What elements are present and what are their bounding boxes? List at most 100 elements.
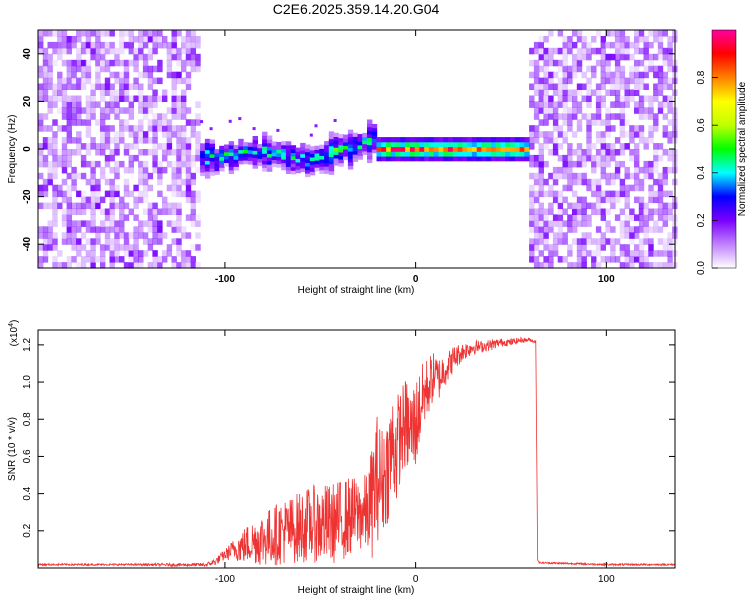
spectrogram-cell	[333, 140, 339, 145]
spectrogram-cell	[557, 220, 564, 227]
spectrogram-cell	[80, 262, 87, 269]
spectrogram-cell	[152, 226, 158, 233]
spectrogram-cell	[390, 137, 397, 143]
spectrogram-cell	[562, 220, 568, 227]
spectrogram-cell	[185, 30, 192, 37]
spectrogram-cell	[266, 156, 273, 162]
spectrogram-cell	[114, 190, 120, 198]
spectrogram-cell	[543, 53, 549, 61]
spectrogram-cell	[524, 137, 530, 143]
spectrogram-cell	[128, 113, 134, 120]
spectrogram-cell	[176, 107, 182, 114]
spectrogram-cell	[533, 41, 540, 49]
spectrogram-cell	[80, 220, 87, 227]
spectrogram-cell	[209, 143, 215, 148]
spectrogram-cell	[667, 137, 673, 144]
spectrogram-cell	[90, 184, 96, 192]
spectrogram-cell	[195, 119, 201, 126]
spectrogram-cell	[586, 137, 592, 144]
spectrogram-cell	[133, 232, 139, 239]
spectrogram-cell	[71, 202, 77, 210]
spectrogram-cell	[648, 65, 654, 73]
spectrogram-cell	[262, 135, 268, 140]
spectrogram-cell	[238, 117, 242, 121]
spectrogram-cell	[157, 125, 163, 132]
spectrogram-cell	[185, 107, 192, 114]
spectrogram-cell	[100, 113, 106, 120]
spectrogram-cell	[152, 89, 158, 96]
spectrogram-cell	[591, 202, 597, 210]
spectrogram-cell	[114, 172, 120, 180]
spectrogram-cell	[90, 202, 96, 210]
spectrogram-cell	[328, 135, 335, 140]
spectrogram-cell	[42, 65, 49, 73]
spectrogram-cell	[90, 166, 96, 174]
spectrogram-cell	[80, 256, 87, 263]
spectrogram-cell	[662, 220, 668, 227]
spectrogram-cell	[500, 146, 506, 152]
spectrogram-cell	[290, 166, 297, 171]
spectrogram-cell	[610, 244, 616, 251]
spectrogram-cell	[123, 59, 130, 67]
spectrogram-cell	[61, 262, 68, 269]
spectrogram-cell	[610, 77, 616, 85]
spectrogram-cell	[614, 77, 621, 85]
spectrogram-cell	[47, 125, 53, 132]
spectrogram-cell	[624, 214, 630, 221]
spectrogram-cell	[66, 220, 72, 227]
spectrogram-cell	[100, 65, 106, 73]
spectrogram-cell	[581, 154, 587, 162]
spectrogram-cell	[595, 178, 602, 186]
spectrogram-cell	[90, 101, 96, 108]
spectrogram-cell	[634, 256, 640, 263]
spectrogram-cell	[648, 59, 654, 67]
spectrogram-cell	[600, 71, 606, 79]
spectrogram-cell	[600, 232, 606, 239]
spectrogram-cell	[433, 137, 440, 143]
spectrogram-cell	[85, 95, 92, 102]
spectrogram-cell	[562, 95, 568, 102]
spectrogram-cell	[166, 149, 173, 156]
spectrogram-cell	[333, 157, 339, 162]
spectrogram-cell	[448, 137, 454, 143]
spectrogram-cell	[657, 143, 664, 150]
spectrogram-cell	[190, 256, 196, 263]
spectrogram-cell	[657, 262, 664, 269]
spectrogram-cell	[71, 36, 77, 43]
spectrogram-cell	[581, 95, 587, 102]
spectrogram-cell	[629, 226, 635, 233]
spectrogram-cell	[252, 136, 258, 141]
spectrogram-cell	[76, 220, 82, 227]
spectrogram-cell	[605, 143, 611, 150]
spectrogram-cell	[605, 208, 611, 215]
spectrogram-cell	[185, 160, 192, 168]
spectrogram-cell	[176, 30, 182, 37]
spectrogram-cells	[38, 30, 678, 269]
spectrogram-cell	[462, 137, 468, 143]
spectrogram-cell	[367, 144, 373, 149]
spectrogram-cell	[629, 65, 635, 73]
spectrogram-cell	[629, 125, 635, 132]
spectrogram-cell	[123, 125, 130, 132]
spectrogram-cell	[305, 155, 311, 160]
spectrogram-cell	[76, 107, 82, 114]
spectrogram-cell	[643, 71, 649, 79]
spectrogram-cell	[171, 149, 177, 156]
y-tick-label: 20	[22, 95, 33, 107]
spectrogram-cell	[371, 138, 378, 143]
spectrogram-cell	[76, 131, 82, 138]
spectrogram-cell	[524, 151, 530, 157]
spectrogram-cell	[138, 83, 144, 90]
spectrogram-cell	[614, 214, 621, 221]
spectrogram-cell	[114, 47, 120, 55]
spectrogram-cell	[605, 89, 611, 96]
spectrogram-cell	[600, 137, 606, 144]
spectrogram-cell	[166, 47, 173, 55]
spectrogram-cell	[119, 30, 125, 37]
spectrogram-cell	[133, 83, 139, 90]
spectrogram-cell	[357, 141, 363, 146]
spectrogram-cell	[619, 107, 626, 114]
spectrogram-cell	[114, 238, 120, 245]
spectrogram-cell	[228, 151, 235, 157]
spectrogram-cell	[247, 149, 254, 154]
